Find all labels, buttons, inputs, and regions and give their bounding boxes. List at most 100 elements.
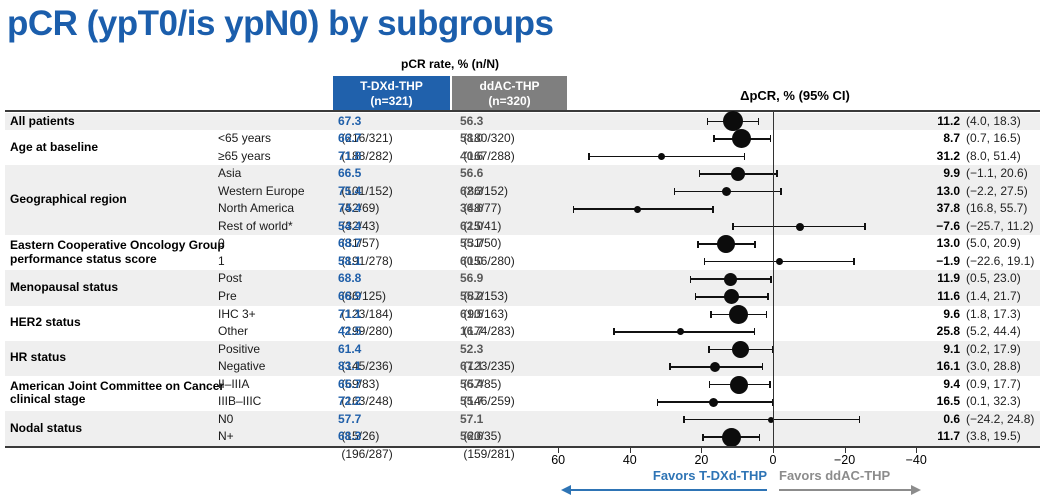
delta-value: 31.2 xyxy=(936,148,960,163)
ci-whisker-cap xyxy=(713,135,715,143)
arm1-nn: (15/26) xyxy=(338,429,380,444)
delta-value: 9.1 xyxy=(943,341,960,356)
ci-whisker-cap xyxy=(656,398,659,406)
row-sublabel: N0 xyxy=(218,411,234,426)
arm2-pcr-value: 56.4 (146/259) xyxy=(460,376,515,411)
arm2-pct: 56.9 xyxy=(460,271,484,286)
arm1-pct: 67.3 xyxy=(338,113,362,128)
arm2-pct: 56.6 xyxy=(460,166,484,181)
arm2-pct: 36.6 xyxy=(460,201,484,216)
x-tick-label: 0 xyxy=(769,453,777,467)
arm1-pct: 75.4 xyxy=(338,183,362,198)
ci-whisker-cap xyxy=(572,205,575,213)
arm1-pct: 57.7 xyxy=(338,411,362,426)
arm1-nn: (86/125) xyxy=(338,288,387,303)
ci-whisker-cap xyxy=(757,117,760,125)
arm2-nn: (87/153) xyxy=(460,288,509,303)
ci-whisker-cap xyxy=(758,433,761,441)
forest-row: N0 57.7 (15/26) 57.1 (20/35) 0.6 (−24.2, 24.… xyxy=(5,411,1040,444)
forest-row: Positive 61.4 (145/236) 52.3 (123/235) 9.1 (… xyxy=(5,340,1040,373)
point-estimate-marker xyxy=(657,152,665,160)
delta-ci: (−22.6, 19.1) xyxy=(966,253,1035,268)
x-tick-label: −20 xyxy=(833,453,856,467)
row-sublabel: Western Europe xyxy=(218,183,305,198)
delta-ci: (0.1, 32.3) xyxy=(966,394,1021,409)
favors-arm2-arrow xyxy=(779,489,911,491)
ci-whisker-cap xyxy=(697,240,699,248)
arm1-pcr-value: 71.1 (199/280) xyxy=(338,306,393,341)
table-bottom-border xyxy=(5,446,1040,448)
row-sublabel: North America xyxy=(218,201,295,216)
subgroup-band: Geographical region Asia 66.5 (101/152) 56.… xyxy=(5,165,1040,251)
forest-row: Rest of world* 54.4 (31/57) 62.0 (31/50) −7… xyxy=(5,218,1040,251)
delta-ci: (5.0, 20.9) xyxy=(966,236,1021,251)
group-label: Age at baseline xyxy=(10,139,99,154)
group-label: Geographical region xyxy=(10,192,127,207)
ci-whisker-cap xyxy=(765,310,768,318)
x-tick xyxy=(916,448,918,453)
point-estimate-marker xyxy=(731,340,749,358)
arm1-pct: 58.1 xyxy=(338,253,362,268)
arm2-pct: 55.7 xyxy=(460,394,484,409)
delta-ci: (1.8, 17.3) xyxy=(966,306,1021,321)
row-sublabel: Other xyxy=(218,324,249,339)
forest-row: <65 years 66.7 (188/282) 58.0 (167/288) 8.7… xyxy=(5,129,1040,163)
delta-value: 11.9 xyxy=(937,271,960,286)
point-estimate-marker xyxy=(730,375,749,394)
delta-ci: (4.0, 18.3) xyxy=(966,113,1021,128)
arm2-pcr-value: 56.9 (87/153) xyxy=(460,270,508,305)
arm2-pct: 16.7 xyxy=(460,324,484,339)
arm1-nn: (188/282) xyxy=(338,148,393,163)
x-tick xyxy=(701,448,703,453)
arm2-nn: (123/235) xyxy=(460,359,515,374)
ci-whisker-cap xyxy=(694,293,697,301)
delta-ci: (3.8, 19.5) xyxy=(966,429,1021,444)
arm2-pct: 52.3 xyxy=(460,341,484,356)
ci-whisker-cap xyxy=(669,363,671,371)
arm2-pct: 58.0 xyxy=(460,131,484,146)
delta-ci: (5.2, 44.4) xyxy=(966,324,1021,339)
row-sublabel: N+ xyxy=(218,429,234,444)
ci-whisker-cap xyxy=(689,275,692,283)
arm1-pcr-value: 54.4 (31/57) xyxy=(338,218,379,253)
ci-whisker-cap xyxy=(771,398,774,406)
arm1-nn: (191/278) xyxy=(338,253,393,268)
ci-whisker-cap xyxy=(708,381,711,389)
subgroup-band: HER2 status IHC 3+ 71.1 (199/280) 61.5 (174… xyxy=(5,304,1040,356)
delta-ci: (8.0, 51.4) xyxy=(966,148,1021,163)
delta-ci: (0.2, 17.9) xyxy=(966,341,1021,356)
point-estimate-marker xyxy=(677,328,685,336)
row-sublabel: Negative xyxy=(218,359,266,374)
point-estimate-marker xyxy=(732,129,752,149)
delta-ci: (16.8, 55.7) xyxy=(966,201,1028,216)
row-sublabel: ≥65 years xyxy=(218,148,271,163)
arm1-pcr-value: 75.4 (52/69) xyxy=(338,183,379,218)
delta-ci: (0.7, 16.5) xyxy=(966,131,1021,146)
arm1-nn: (216/321) xyxy=(338,131,393,146)
ci-line xyxy=(588,155,745,158)
arm1-pct: 66.9 xyxy=(338,288,362,303)
group-label: Menopausal status xyxy=(10,280,119,295)
arm2-pct: 61.5 xyxy=(460,306,484,321)
ci-whisker-cap xyxy=(706,117,709,125)
forest-row: Post 68.8 (86/125) 56.9 (87/153) 11.9 (0.5, … xyxy=(5,270,1040,303)
arm2-pcr-value: 56.3 (180/320) xyxy=(460,113,515,148)
subgroup-band: Nodal status N0 57.7 (15/26) 57.1 (20/35) 0.… xyxy=(5,410,1040,461)
arm1-nn: (163/248) xyxy=(338,394,393,409)
delta-value: 11.6 xyxy=(937,288,960,303)
ci-whisker-cap xyxy=(702,433,704,441)
arm2-pct: 56.3 xyxy=(460,113,484,128)
delta-value: 37.8 xyxy=(936,201,960,216)
delta-pcr-header: ΔpCR, % (95% CI) xyxy=(740,88,850,103)
arm1-pct: 71.1 xyxy=(338,306,362,321)
ci-whisker-cap xyxy=(732,223,734,231)
arm1-pct: 68.3 xyxy=(338,429,362,444)
arm1-pcr-value: 66.9 (123/184) xyxy=(338,288,393,323)
arm1-pct: 54.4 xyxy=(338,218,362,233)
group-label: Nodal status xyxy=(10,420,83,435)
forest-row: II–IIIA 65.7 (163/248) 56.4 (146/259) 9.4 (0… xyxy=(5,375,1040,408)
arm1-pcr-value: 68.8 (86/125) xyxy=(338,270,386,305)
arm2-nn: (90/163) xyxy=(460,306,509,321)
